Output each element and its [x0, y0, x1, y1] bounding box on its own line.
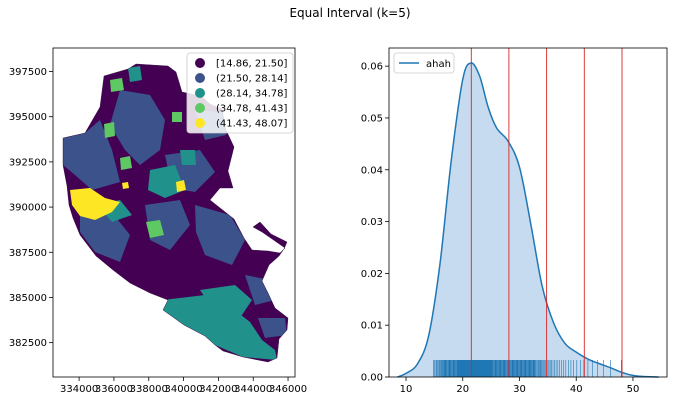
map-region — [146, 220, 164, 238]
kde-x-tick-label: 30 — [513, 384, 526, 395]
map-x-tick-label: 344000 — [234, 384, 272, 395]
map-x-tick-label: 334000 — [60, 384, 98, 395]
map-x-tick-label: 342000 — [199, 384, 237, 395]
map-region — [163, 295, 277, 360]
map-region — [180, 150, 196, 165]
map-legend-label: [14.86, 21.50] — [216, 59, 288, 70]
kde-y-tick-label: 0.05 — [361, 113, 383, 124]
kde-x-tick-label: 50 — [627, 384, 640, 395]
map-legend-box — [186, 52, 294, 134]
map-region — [122, 182, 129, 189]
map-legend-marker — [195, 88, 205, 98]
kde-area-fill — [397, 62, 659, 378]
map-x-tick-label: 340000 — [164, 384, 202, 395]
kde-x-tick-label: 20 — [456, 384, 469, 395]
map-legend-label: (41.43, 48.07] — [216, 119, 288, 130]
map-legend: [14.86, 21.50] (21.50, 28.14] (28.14, 34.7… — [186, 52, 294, 134]
map-x-tick-label: 336000 — [95, 384, 133, 395]
map-y-tick-label: 397500 — [9, 67, 47, 78]
figure-title: Equal Interval (k=5) — [289, 6, 410, 20]
map-panel: 3340003360003380003400003420003440003460… — [9, 47, 307, 395]
map-legend-marker — [195, 118, 205, 128]
kde-legend-label: ahah — [426, 59, 451, 70]
map-y-tick-label: 390000 — [9, 203, 47, 214]
map-y-tick-label: 382500 — [9, 338, 47, 349]
map-region — [128, 66, 142, 82]
map-x-tick-label: 346000 — [269, 384, 307, 395]
map-y-tick-label: 385000 — [9, 293, 47, 304]
kde-y-tick-label: 0.06 — [361, 62, 383, 73]
map-region — [145, 200, 190, 250]
kde-y-tick-label: 0.02 — [361, 269, 383, 280]
kde-x-ticks: 10 20 30 40 50 — [400, 377, 640, 395]
map-legend-label: (28.14, 34.78] — [216, 89, 288, 100]
map-legend-marker — [195, 58, 205, 68]
map-y-tick-label: 392500 — [9, 157, 47, 168]
map-region — [195, 205, 245, 265]
map-legend-marker — [195, 103, 205, 113]
kde-y-tick-label: 0.00 — [361, 373, 383, 384]
map-region — [104, 122, 115, 138]
map-x-ticks: 3340003360003380003400003420003440003460… — [60, 377, 307, 395]
map-region — [176, 180, 186, 192]
kde-axes-frame — [388, 47, 668, 378]
bin-edge-lines — [470, 48, 623, 377]
kde-legend-box — [393, 52, 455, 74]
kde-y-ticks: 0.00 0.01 0.02 0.03 0.04 0.05 0.06 — [361, 62, 389, 384]
kde-y-tick-label: 0.04 — [361, 165, 383, 176]
map-region — [110, 90, 165, 165]
map-region — [120, 156, 132, 170]
map-region — [172, 112, 182, 122]
kde-x-tick-label: 40 — [570, 384, 583, 395]
kde-series-line — [397, 62, 659, 378]
map-y-ticks: 382500 385000 387500 390000 392500 395000 3975… — [9, 67, 53, 349]
map-x-tick-label: 338000 — [130, 384, 168, 395]
map-legend-marker — [195, 73, 205, 83]
map-legend-label: (34.78, 41.43] — [216, 104, 288, 115]
kde-panel: 10 20 30 40 50 0.000.010.020.030.040.050.06 … — [361, 47, 668, 395]
map-region — [258, 318, 287, 338]
map-legend-label: (21.50, 28.14] — [216, 74, 288, 85]
kde-y-tick-label: 0.03 — [361, 217, 383, 228]
kde-legend: ahah — [393, 52, 455, 74]
map-y-tick-label: 387500 — [9, 248, 47, 259]
kde-x-tick-label: 10 — [400, 384, 413, 395]
map-region — [200, 285, 252, 318]
map-region — [148, 165, 185, 198]
map-region — [110, 78, 124, 92]
map-region — [70, 188, 120, 220]
kde-y-tick-label: 0.01 — [361, 321, 383, 332]
map-y-tick-label: 395000 — [9, 112, 47, 123]
